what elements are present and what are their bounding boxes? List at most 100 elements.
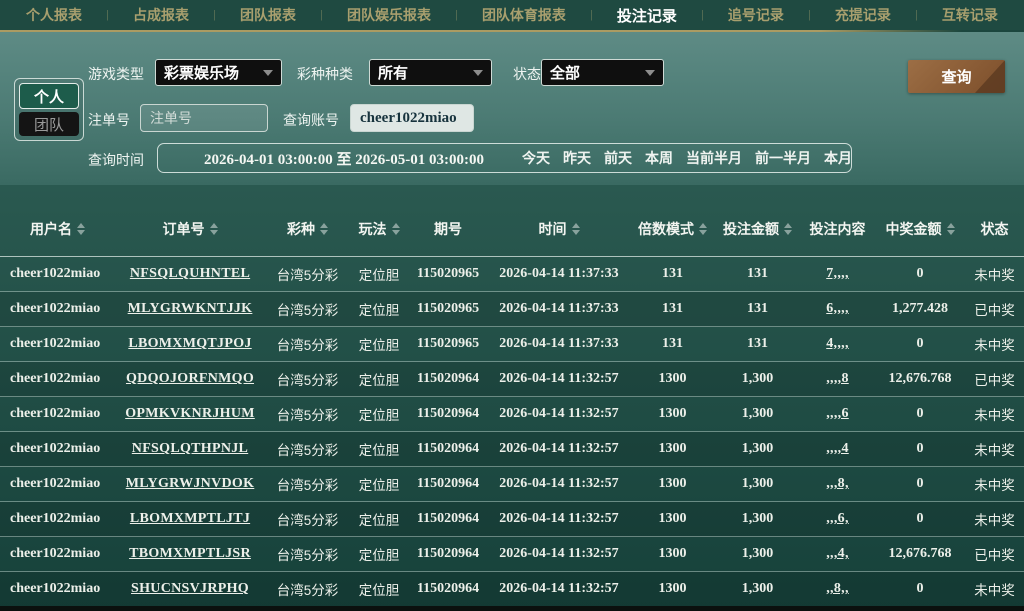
sort-icon[interactable] <box>946 222 955 235</box>
column-label: 中奖金额 <box>885 220 942 237</box>
time-range-box: 2026-04-01 03:00:00 至 2026-05-01 03:00:0… <box>157 143 852 173</box>
scope-personal-button[interactable]: 个人 <box>19 83 79 109</box>
quick-range-6[interactable]: 前一半月 <box>754 150 811 166</box>
quick-range-3[interactable]: 前天 <box>603 150 632 166</box>
content-link[interactable]: 7,,,, <box>826 266 849 281</box>
column-header[interactable]: 彩种 <box>265 219 350 239</box>
nav-tab-3[interactable]: 团队报表 <box>239 7 296 23</box>
multiple-cell: 1300 <box>658 406 687 421</box>
order-link[interactable]: QDQOJORFNMQO <box>125 371 255 386</box>
nav-tab-8[interactable]: 充提记录 <box>834 7 891 23</box>
content-link[interactable]: ,,,6, <box>826 511 849 526</box>
status-select[interactable]: 全部 <box>541 59 664 86</box>
multiple-cell: 1300 <box>658 546 687 561</box>
content-link[interactable]: ,,,,8 <box>826 371 849 386</box>
nav-tab-4[interactable]: 团队娱乐报表 <box>346 7 431 23</box>
column-header[interactable]: 投注金额 <box>715 219 800 239</box>
quick-range-2[interactable]: 昨天 <box>562 150 591 166</box>
status-cell: 未中奖 <box>974 338 1015 353</box>
quick-range-7[interactable]: 本月 <box>823 150 852 166</box>
win-cell: 0 <box>916 581 924 596</box>
order-link[interactable]: LBOMXMPTLJTJ <box>129 511 251 526</box>
table-row: cheer1022miao MLYGRWKNTJJK 台湾5分彩 定位胆 1150209… <box>0 292 1024 327</box>
account-input[interactable] <box>350 104 474 132</box>
records-table: 用户名 订单号 彩种 玩法 期号 时间 倍数模式 投注金额 投注内容 中奖金额 状态 cheer10… <box>0 185 1024 611</box>
issue-cell: 115020964 <box>416 476 480 491</box>
chevron-down-icon <box>473 69 483 76</box>
column-label: 彩种 <box>287 220 315 237</box>
win-cell: 0 <box>916 441 924 456</box>
time-cell: 2026-04-14 11:37:33 <box>499 336 619 351</box>
order-link[interactable]: MLYGRWJNVDOK <box>125 476 255 491</box>
column-header: 投注内容 <box>800 219 875 239</box>
amount-cell: 131 <box>747 266 768 281</box>
nav-tab-7[interactable]: 追号记录 <box>727 7 784 23</box>
lottery-category-label: 彩种种类 <box>297 66 353 82</box>
column-header[interactable]: 时间 <box>488 219 630 239</box>
time-cell: 2026-04-14 11:32:57 <box>499 546 619 561</box>
quick-range-1[interactable]: 今天 <box>521 150 550 166</box>
sort-down-icon <box>77 229 85 235</box>
lottery-category-select[interactable]: 所有 <box>369 59 492 86</box>
order-link[interactable]: NFSQLQTHPNJL <box>131 441 249 456</box>
sort-icon[interactable] <box>699 222 707 235</box>
lottery-cell: 台湾5分彩 <box>276 373 339 388</box>
issue-cell: 115020964 <box>416 441 480 456</box>
sort-icon[interactable] <box>391 222 400 235</box>
order-link[interactable]: NFSQLQUHNTEL <box>129 266 251 281</box>
content-link[interactable]: ,,,8, <box>826 476 849 491</box>
username-cell: cheer1022miao <box>10 406 101 421</box>
column-header[interactable]: 中奖金额 <box>875 219 965 239</box>
quick-range-4[interactable]: 本周 <box>644 150 673 166</box>
issue-cell: 115020965 <box>416 301 480 316</box>
quick-range-5[interactable]: 当前半月 <box>685 150 742 166</box>
win-cell: 0 <box>916 266 924 281</box>
column-header: 期号 <box>408 219 488 239</box>
nav-tab-2[interactable]: 占成报表 <box>132 7 189 23</box>
content-link[interactable]: 4,,,, <box>826 336 849 351</box>
status-cell: 未中奖 <box>974 408 1015 423</box>
sort-down-icon <box>946 229 955 235</box>
order-link[interactable]: MLYGRWKNTJJK <box>127 301 253 316</box>
sort-down-icon <box>209 229 218 235</box>
nav-tab-6[interactable]: 投注记录 <box>616 7 677 25</box>
game-type-select[interactable]: 彩票娱乐场 <box>155 59 282 86</box>
order-no-input[interactable] <box>140 104 268 132</box>
sort-icon[interactable] <box>571 222 580 235</box>
search-button[interactable]: 查询 <box>908 60 1005 93</box>
order-link[interactable]: TBOMXMPTLJSR <box>129 546 251 561</box>
nav-tab-9[interactable]: 互转记录 <box>941 7 998 23</box>
content-link[interactable]: ,,8,, <box>826 581 849 596</box>
order-link[interactable]: SHUCNSVJRPHQ <box>131 581 249 596</box>
column-header[interactable]: 用户名 <box>0 219 115 239</box>
content-link[interactable]: ,,,,6 <box>826 406 849 421</box>
play-cell: 定位胆 <box>358 373 400 388</box>
multiple-cell: 1300 <box>658 476 687 491</box>
table-row: cheer1022miao SHUCNSVJRPHQ 台湾5分彩 定位胆 1150209… <box>0 572 1024 607</box>
issue-cell: 115020964 <box>416 511 480 526</box>
sort-down-icon <box>391 229 400 235</box>
column-header[interactable]: 玩法 <box>350 219 408 239</box>
column-header[interactable]: 订单号 <box>115 219 265 239</box>
sort-icon[interactable] <box>320 222 328 235</box>
quick-ranges: 今天 昨天 前天 本周 当前半月 前一半月 本月 <box>522 148 852 168</box>
sort-icon[interactable] <box>209 222 218 235</box>
sort-icon[interactable] <box>784 222 792 235</box>
content-link[interactable]: ,,,4, <box>826 546 849 561</box>
content-link[interactable]: ,,,,4 <box>826 441 849 456</box>
nav-tab-1[interactable]: 个人报表 <box>26 7 82 23</box>
column-header[interactable]: 倍数模式 <box>630 219 715 239</box>
sort-icon[interactable] <box>77 222 85 235</box>
search-button-label: 查询 <box>941 69 972 86</box>
win-cell: 1,277.428 <box>892 301 948 316</box>
multiple-cell: 1300 <box>658 371 687 386</box>
nav-tab-5[interactable]: 团队体育报表 <box>481 7 566 23</box>
order-link[interactable]: LBOMXMQTJPOJ <box>128 336 252 351</box>
time-range-input[interactable]: 2026-04-01 03:00:00 至 2026-05-01 03:00:0… <box>204 151 484 168</box>
order-link[interactable]: OPMKVKNRJHUM <box>125 406 255 421</box>
column-header: 状态 <box>965 219 1024 239</box>
username-cell: cheer1022miao <box>10 511 101 526</box>
column-label: 投注内容 <box>809 220 866 237</box>
scope-team-button[interactable]: 团队 <box>19 112 79 136</box>
content-link[interactable]: 6,,,, <box>826 301 849 316</box>
